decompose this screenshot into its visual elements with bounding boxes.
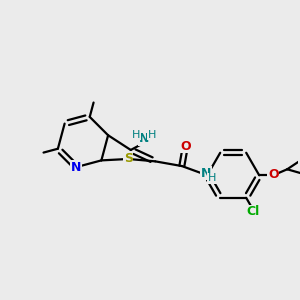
Text: O: O <box>180 140 191 153</box>
Text: S: S <box>124 152 133 166</box>
Text: F: F <box>299 155 300 168</box>
Text: Cl: Cl <box>247 206 260 218</box>
Text: N: N <box>71 160 82 174</box>
Text: N: N <box>201 167 211 180</box>
Text: H: H <box>132 130 140 140</box>
Text: O: O <box>268 168 278 181</box>
Text: H: H <box>148 130 156 140</box>
Text: H: H <box>208 173 216 183</box>
Text: N: N <box>139 132 149 145</box>
